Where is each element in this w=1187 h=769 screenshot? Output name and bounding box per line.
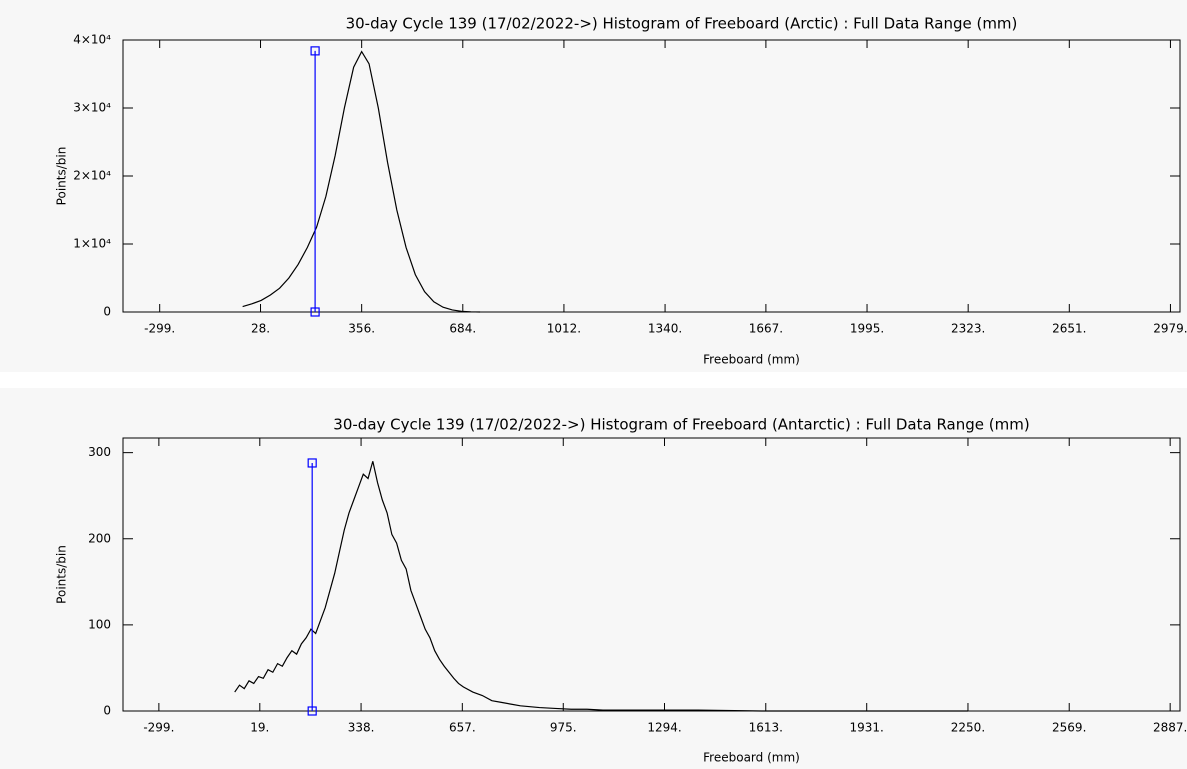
x-tick-label: -299. (143, 721, 174, 735)
y-tick-label: 2×10⁴ (73, 169, 111, 183)
x-tick-label: 975. (550, 721, 577, 735)
x-tick-label: 356. (348, 322, 375, 336)
x-tick-label: 684. (449, 322, 476, 336)
y-tick-label: 0 (103, 704, 111, 718)
panel-background (0, 0, 1187, 372)
y-axis-label: Points/bin (55, 545, 69, 604)
reference-marker (310, 307, 320, 317)
x-tick-label: 1294. (647, 721, 681, 735)
x-tick-label: 1667. (749, 322, 783, 336)
x-tick-label: 2250. (951, 721, 985, 735)
y-axis-label: Points/bin (55, 147, 69, 206)
plot-frame (122, 437, 1181, 712)
x-tick-label: 1931. (850, 721, 884, 735)
x-tick-label: 1613. (749, 721, 783, 735)
x-tick-label: 1340. (648, 322, 682, 336)
x-axis-label: Freeboard (mm) (703, 353, 800, 367)
x-tick-label: 2323. (951, 322, 985, 336)
panel-background (0, 388, 1187, 769)
y-tick-label: 4×10⁴ (73, 33, 111, 47)
x-tick-label: 28. (251, 322, 270, 336)
x-tick-label: 2651. (1052, 322, 1086, 336)
y-tick-label: 100 (88, 617, 111, 631)
y-tick-label: 300 (88, 445, 111, 459)
x-tick-label: 338. (348, 721, 375, 735)
y-tick-label: 200 (88, 531, 111, 545)
x-tick-label: 2569. (1052, 721, 1086, 735)
x-tick-label: 657. (449, 721, 476, 735)
x-axis-label: Freeboard (mm) (703, 751, 800, 765)
x-tick-label: 2979. (1153, 322, 1187, 336)
reference-marker (310, 46, 320, 56)
histogram-line (234, 461, 968, 712)
reference-marker (307, 458, 317, 468)
y-tick-label: 1×10⁴ (73, 237, 111, 251)
x-tick-label: -299. (144, 322, 175, 336)
y-tick-label: 0 (103, 305, 111, 319)
x-tick-label: 1012. (547, 322, 581, 336)
reference-marker (307, 706, 317, 716)
x-tick-label: 1995. (850, 322, 884, 336)
chart-title: 30-day Cycle 139 (17/02/2022->) Histogra… (333, 416, 1029, 434)
x-tick-label: 2887. (1153, 721, 1187, 735)
histogram-line (242, 50, 481, 313)
y-tick-label: 3×10⁴ (73, 101, 111, 115)
x-tick-label: 19. (250, 721, 269, 735)
chart-title: 30-day Cycle 139 (17/02/2022->) Histogra… (346, 15, 1018, 33)
